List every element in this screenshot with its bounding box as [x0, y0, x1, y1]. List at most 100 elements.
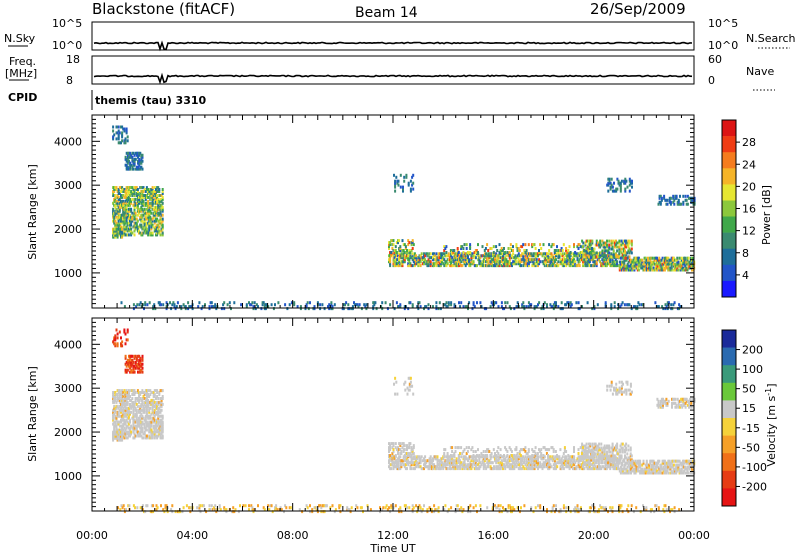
velocity-cell [120, 424, 122, 428]
power-cell [155, 188, 157, 191]
velocity-cell [394, 446, 397, 450]
power-cell [445, 254, 448, 258]
power-cell [513, 262, 516, 266]
velocity-cell [450, 463, 453, 467]
power-cell [500, 256, 503, 260]
velocity-cell [143, 406, 146, 410]
power-cell [112, 229, 115, 233]
power-cell [455, 254, 458, 258]
velocity-cell [115, 434, 118, 438]
velocity-cell [619, 448, 622, 452]
velocity-cell [514, 463, 517, 467]
power-cell [135, 186, 138, 190]
power-cell [591, 241, 594, 245]
power-cell [467, 256, 469, 260]
velocity-cell [147, 402, 150, 406]
velocity-cell [135, 416, 138, 420]
power-cell [436, 258, 439, 262]
velocity-cell [153, 395, 156, 398]
power-cell [497, 305, 500, 309]
velocity-cell [117, 430, 120, 434]
power-cell [474, 264, 477, 268]
velocity-cell [113, 426, 116, 430]
power-cell [625, 239, 628, 243]
velocity-cell [507, 461, 510, 465]
velocity-cell [144, 426, 147, 430]
power-cell [270, 303, 273, 307]
power-cell [125, 201, 128, 205]
power-cell [578, 254, 581, 258]
power-cell [158, 211, 161, 215]
power-cell [135, 305, 138, 309]
power-cell [660, 196, 663, 200]
power-cell [470, 256, 473, 260]
power-cell [156, 223, 159, 227]
velocity-cell [473, 455, 476, 459]
power-cell [115, 223, 118, 227]
velocity-cell [120, 398, 122, 402]
power-cell [619, 243, 622, 247]
power-cell [152, 207, 155, 211]
velocity-cell [121, 398, 124, 402]
power-cell [129, 203, 131, 207]
power-cell [267, 305, 270, 309]
velocity-cell [566, 465, 569, 469]
power-cell [573, 260, 576, 264]
velocity-cell [159, 408, 162, 412]
power-cell [447, 301, 450, 305]
power-cell [399, 247, 402, 250]
velocity-cell [560, 461, 563, 465]
velocity-cell [152, 432, 155, 436]
power-cell [625, 251, 628, 255]
velocity-cell [567, 457, 570, 461]
velocity-cell [113, 338, 116, 342]
power-cell [666, 307, 669, 311]
power-cell [126, 194, 129, 197]
power-cell [538, 301, 541, 305]
power-cell [511, 262, 513, 266]
velocity-cell [140, 368, 143, 372]
power-cell [480, 305, 483, 309]
velocity-cell [133, 391, 136, 394]
power-cell [139, 192, 142, 195]
power-cell [688, 196, 690, 200]
power-cell [585, 251, 588, 255]
power-cell [552, 260, 555, 264]
velocity-cell [495, 467, 498, 471]
velocity-cell [583, 456, 586, 460]
velocity-cell [394, 454, 397, 457]
power-cell [460, 247, 463, 250]
velocity-cell [118, 397, 121, 400]
power-cell [389, 258, 392, 262]
velocity-cell [400, 465, 403, 469]
velocity-cell [114, 342, 117, 346]
power-cell [626, 185, 629, 189]
velocity-cell [603, 461, 606, 465]
velocity-cell [123, 389, 126, 393]
power-cell [389, 256, 392, 260]
power-cell [656, 268, 658, 272]
velocity-cell [148, 428, 151, 432]
power-cell [125, 188, 128, 191]
velocity-cell [453, 459, 456, 463]
velocity-cell [474, 467, 477, 471]
power-cell [593, 307, 596, 311]
power-cell [479, 256, 482, 260]
velocity-cell [548, 459, 551, 463]
power-cell [496, 260, 499, 264]
velocity-cell [113, 430, 116, 434]
velocity-cell [585, 456, 588, 460]
power-cell [592, 256, 595, 260]
power-cell [418, 254, 421, 258]
power-cell [578, 307, 581, 311]
power-cell [648, 262, 651, 266]
velocity-cell [445, 459, 448, 463]
power-cell [601, 262, 604, 266]
power-cell [533, 262, 536, 266]
velocity-cell [503, 465, 506, 469]
power-cell [551, 262, 554, 266]
velocity-cell [113, 434, 116, 438]
power-cell [139, 161, 142, 165]
power-cell [669, 268, 672, 272]
velocity-cell [134, 414, 137, 418]
